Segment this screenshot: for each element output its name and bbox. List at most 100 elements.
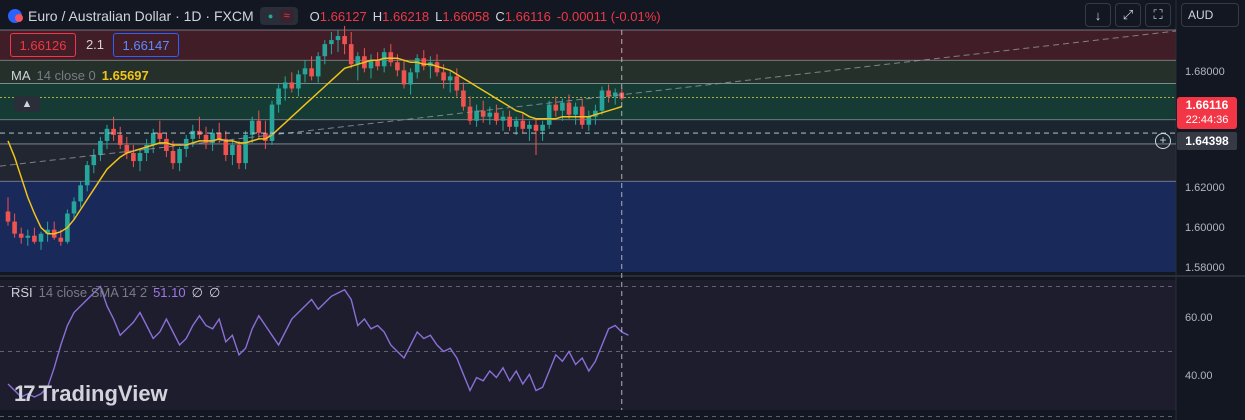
candle-body — [276, 88, 281, 105]
price-tick: 1.58000 — [1185, 262, 1225, 274]
candle-body — [309, 68, 314, 77]
candle-body — [150, 132, 156, 145]
market-open-icon — [264, 9, 278, 23]
candle-body — [474, 110, 479, 121]
candle-body — [500, 116, 506, 121]
rsi-legend[interactable]: RSI 14 close SMA 14 2 51.10 ∅ ∅ — [11, 285, 221, 300]
zone-green — [0, 83, 1176, 120]
zone-neutral — [0, 143, 1176, 182]
candle-body — [461, 90, 466, 107]
candle-body — [58, 237, 64, 242]
candle-body — [12, 221, 17, 234]
candle-body — [32, 235, 37, 242]
candle-body — [553, 104, 559, 111]
candle-body — [84, 165, 90, 186]
plus-icon[interactable]: + — [1155, 133, 1171, 149]
candles — [5, 25, 625, 250]
candle-body — [269, 104, 275, 141]
candle-body — [249, 120, 255, 135]
candle-body — [520, 120, 526, 129]
candle-body — [302, 68, 308, 75]
candle-body — [131, 153, 136, 162]
candle-body — [137, 153, 143, 162]
chart-header: Euro / Australian Dollar · 1D · FXCM ≈ O… — [8, 6, 661, 26]
ask-price-button[interactable]: 1.66147 — [113, 33, 179, 57]
candle-body — [289, 82, 295, 89]
candle-body — [434, 62, 440, 73]
ohlc-values: O1.66127 H1.66218 L1.66058 C1.66116 -0.0… — [309, 8, 661, 24]
spread-value: 2.1 — [85, 36, 105, 52]
candle-body — [104, 128, 110, 141]
candle-body — [421, 58, 427, 67]
candle-body — [612, 92, 618, 97]
currency-selector[interactable]: AUD — [1181, 3, 1239, 27]
symbol-flag-icon — [8, 9, 23, 23]
candle-body — [599, 90, 605, 111]
bid-price-button[interactable]: 1.66126 — [10, 33, 76, 57]
candle-body — [546, 104, 552, 125]
candle-body — [315, 56, 321, 77]
candle-body — [507, 116, 512, 127]
last-price-label: 1.66116 22:44:36 — [1177, 97, 1237, 129]
candle-body — [335, 36, 341, 41]
candle-body — [5, 211, 11, 222]
status-pill[interactable]: ≈ — [259, 7, 298, 25]
candle-body — [322, 44, 328, 57]
support-zone — [0, 181, 1176, 272]
candle-body — [296, 74, 301, 89]
candle-body — [467, 106, 473, 121]
candle-body — [236, 144, 242, 164]
candle-body — [527, 124, 532, 129]
candle-body — [494, 112, 499, 121]
candle-body — [45, 229, 50, 234]
fullscreen-icon[interactable]: ⛶ — [1145, 3, 1171, 27]
price-change: -0.00011 (-0.01%) — [556, 8, 661, 24]
candle-body — [454, 76, 460, 91]
candle-body — [579, 106, 585, 125]
candle-body — [342, 36, 347, 45]
candle-body — [216, 132, 222, 139]
symbol-title[interactable]: Euro / Australian Dollar · 1D · FXCM — [28, 8, 254, 24]
rsi-tick: 40.00 — [1185, 370, 1213, 382]
collapse-legend-button[interactable]: ▲ — [14, 96, 40, 112]
candle-body — [91, 155, 97, 166]
candle-body — [355, 56, 361, 65]
expand-icon[interactable]: ⤢ — [1115, 3, 1141, 27]
ma-legend[interactable]: MA 14 close 0 1.65697 — [11, 68, 149, 83]
candle-body — [414, 58, 420, 73]
candle-body — [282, 82, 288, 89]
candle-body — [329, 40, 334, 45]
candle-body — [18, 233, 24, 238]
candle-body — [368, 60, 374, 69]
candle-body — [210, 132, 215, 143]
candle-body — [401, 70, 407, 85]
candle-body — [78, 185, 83, 202]
arrow-down-icon[interactable]: ↓ — [1085, 3, 1111, 27]
candle-body — [230, 144, 235, 156]
candle-body — [124, 144, 130, 154]
tradingview-logo[interactable]: 17 TradingView — [14, 381, 168, 406]
candle-body — [117, 134, 123, 145]
candle-body — [111, 128, 116, 135]
candle-body — [573, 106, 578, 115]
price-tick: 1.62000 — [1185, 182, 1225, 194]
price-tick: 1.60000 — [1185, 222, 1225, 234]
candle-body — [586, 116, 592, 125]
candle-body — [256, 120, 262, 133]
candle-body — [395, 62, 400, 71]
candle-body — [263, 132, 268, 141]
rsi-pane — [0, 280, 1176, 410]
tv-logo-icon: 17 — [14, 381, 36, 406]
candle-body — [513, 120, 519, 127]
candle-body — [71, 201, 77, 214]
candle-body — [388, 52, 394, 63]
overlay-lines — [0, 30, 1177, 410]
candle-body — [190, 130, 196, 139]
candle-body — [203, 134, 209, 143]
candle-body — [480, 110, 486, 117]
candle-body — [38, 233, 44, 242]
candle-body — [381, 52, 387, 67]
candle-body — [540, 124, 545, 131]
